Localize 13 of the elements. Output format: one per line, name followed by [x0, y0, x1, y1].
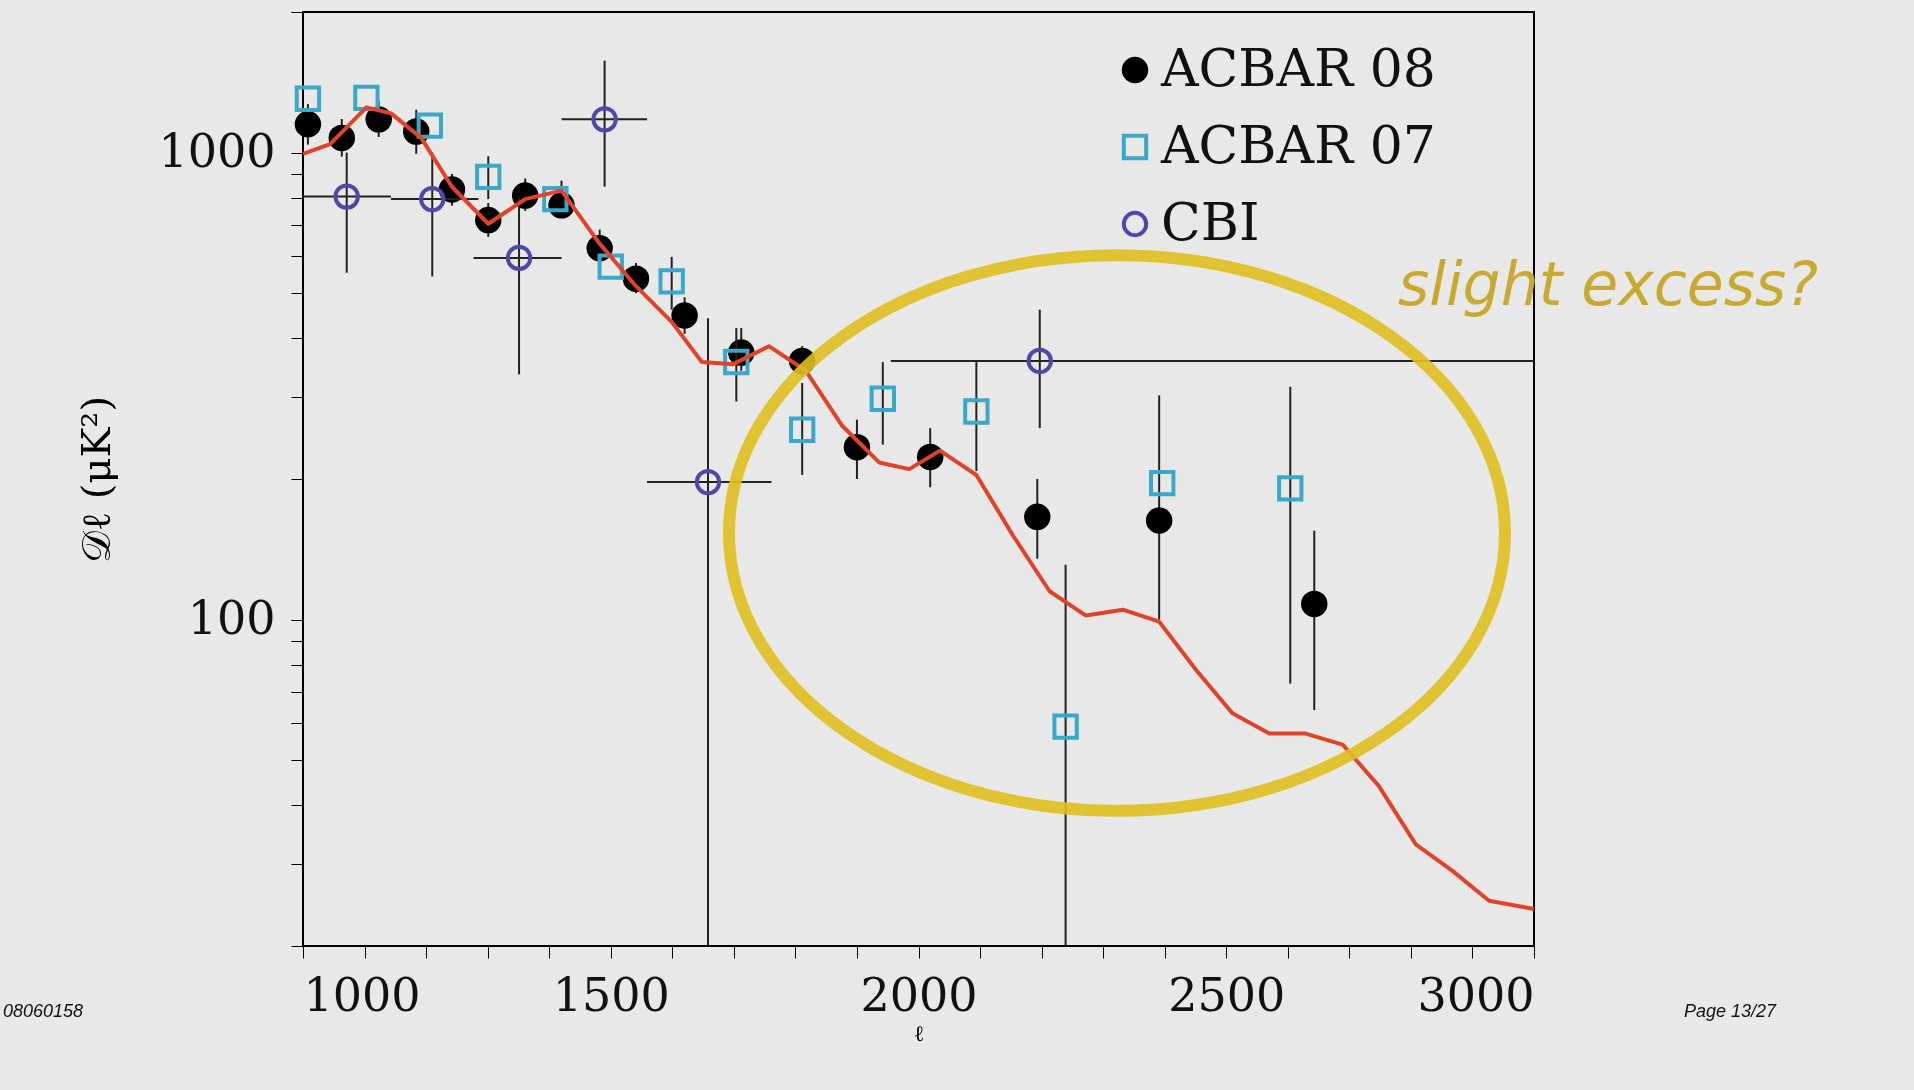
legend-label: CBI	[1161, 192, 1260, 252]
x-tick-label: 2000	[860, 967, 978, 1022]
x-axis-title: ℓ	[913, 1020, 925, 1046]
text: 08060158	[3, 1001, 84, 1021]
x-tick-label: 2500	[1168, 967, 1286, 1022]
legend-label: ACBAR 08	[1160, 38, 1436, 98]
x-tick-label: 1000	[303, 967, 421, 1022]
legend-label: ACBAR 07	[1160, 115, 1436, 175]
text: Page 13/27	[1684, 1001, 1778, 1021]
y-axis-title: 𝒟ℓ (μK²)	[73, 396, 120, 563]
y-tick-label: 100	[187, 591, 276, 646]
x-tick-label: 3000	[1417, 967, 1535, 1022]
x-tick-label: 1500	[552, 967, 670, 1022]
